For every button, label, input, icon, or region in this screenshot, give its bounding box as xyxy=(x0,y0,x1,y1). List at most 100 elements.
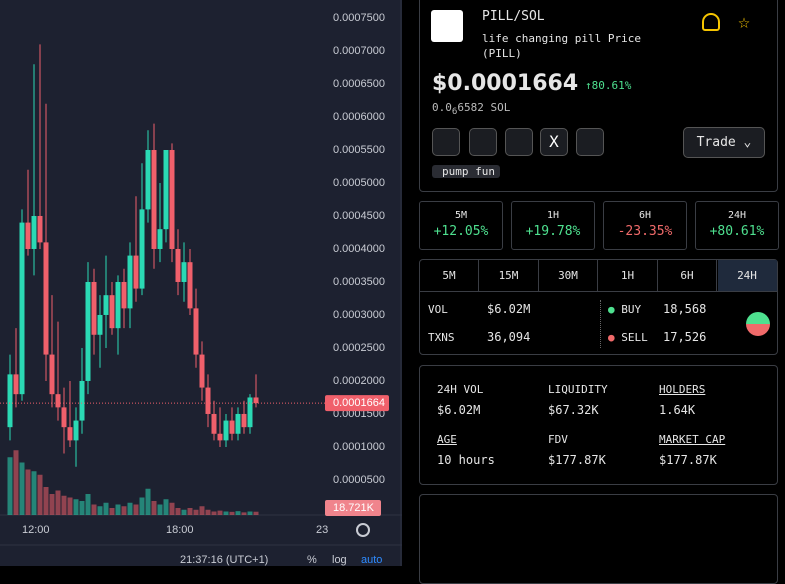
volume-label: 18.721K xyxy=(333,502,375,514)
alert-icon[interactable] xyxy=(702,13,720,31)
info-value: $177.87K xyxy=(659,453,717,467)
buy-sell-ratio xyxy=(746,312,770,336)
info-value: 10 hours xyxy=(437,453,495,467)
info-label: MARKET CAP xyxy=(659,433,726,446)
candle-body xyxy=(193,308,199,355)
txns-label: TXNS xyxy=(428,331,455,344)
volume-bar xyxy=(175,508,181,515)
tab[interactable]: 15M xyxy=(480,260,539,291)
chart: 21:37:16 (UTC+1) % log auto 0.0007500 0.0… xyxy=(0,0,402,566)
period-box[interactable]: 1H +19.78% xyxy=(511,201,595,250)
volume-bar xyxy=(109,508,115,515)
discord-button[interactable] xyxy=(469,128,497,156)
period-change: +80.61% xyxy=(709,224,765,239)
x-tick-label: 23 xyxy=(316,524,328,536)
tab[interactable]: 24H xyxy=(717,260,777,291)
volume-bar xyxy=(115,504,121,515)
volume-bar xyxy=(157,504,163,515)
volume-bar xyxy=(223,511,229,515)
volume-bar xyxy=(217,510,223,515)
info-value: $177.87K xyxy=(548,453,606,467)
candle-body xyxy=(49,354,55,395)
volume-bar xyxy=(13,450,19,515)
volume-bar xyxy=(235,511,241,515)
trade-label: Trade xyxy=(696,135,736,150)
settings-icon[interactable] xyxy=(356,523,370,537)
info-label: LIQUIDITY xyxy=(548,383,608,396)
period-label: 24H xyxy=(727,210,747,221)
buy-label: ● BUY xyxy=(608,303,642,316)
percent-toggle[interactable]: % xyxy=(307,554,317,566)
candle-body xyxy=(115,281,121,329)
candle-body xyxy=(229,420,235,434)
time-label: 21:37:16 (UTC+1) xyxy=(180,554,268,566)
tab[interactable]: 5M xyxy=(420,260,479,291)
y-tick-label: 0.0002000 xyxy=(333,375,385,387)
separator xyxy=(600,300,602,348)
tab[interactable]: 1H xyxy=(599,260,658,291)
sell: 17,526 xyxy=(663,330,707,344)
volume-bar xyxy=(85,494,91,515)
candle-body xyxy=(13,374,19,395)
candle-body xyxy=(217,433,223,441)
x-button[interactable]: X xyxy=(540,128,568,156)
txns-card: 5M 15M 30M 1H 6H 24H VOL $6.02M TXNS 36,094 ●… xyxy=(419,259,778,355)
y-tick-label: 0.0004500 xyxy=(333,210,385,222)
last-price-label: 0.0001664 xyxy=(333,397,385,409)
volume-bar xyxy=(97,506,103,515)
volume-bar xyxy=(145,488,151,515)
volume-bar xyxy=(181,509,187,515)
volume-bar xyxy=(133,504,139,515)
candle-body xyxy=(133,255,139,289)
volume-bar xyxy=(253,511,259,515)
candle-body xyxy=(187,262,193,309)
volume-bar xyxy=(163,499,169,515)
price: $0.0001664 xyxy=(432,71,579,96)
last-price-box xyxy=(325,395,389,412)
info-value: $6.02M xyxy=(437,403,481,417)
candle-body xyxy=(61,407,67,428)
candle-body xyxy=(127,255,133,309)
log-toggle[interactable]: log xyxy=(332,554,347,566)
volume-bar xyxy=(199,506,205,515)
pair: /SOL xyxy=(513,9,545,24)
info-value: 1.64K xyxy=(659,403,696,417)
y-tick-label: 0.0001000 xyxy=(333,441,385,453)
volume-bar xyxy=(25,469,31,515)
candle-body xyxy=(235,413,241,434)
candle-body xyxy=(121,281,127,309)
tab[interactable]: 6H xyxy=(658,260,717,291)
period-box[interactable]: 5M +12.05% xyxy=(419,201,503,250)
price-change: ↑80.61% xyxy=(585,79,632,92)
star-icon[interactable]: ☆ xyxy=(738,9,751,33)
buy: 18,568 xyxy=(663,302,707,316)
telegram-button[interactable] xyxy=(505,128,533,156)
token-symbol: PILL/SOL xyxy=(482,9,545,24)
candle-body xyxy=(85,281,91,381)
candle-body xyxy=(73,420,79,441)
y-tick-label: 0.0003000 xyxy=(333,309,385,321)
trade-button[interactable]: Trade ⌄ xyxy=(683,127,765,158)
info-label: 24H VOL xyxy=(437,383,484,396)
volume-bar xyxy=(103,502,109,515)
period-box[interactable]: 24H +80.61% xyxy=(695,201,779,250)
sell-label: ● SELL xyxy=(608,331,648,344)
candle-body xyxy=(241,413,247,428)
link-button[interactable] xyxy=(432,128,460,156)
candle-body xyxy=(163,149,169,230)
volume-bar xyxy=(43,487,49,515)
sol-price: 0.066582 SOL xyxy=(432,101,510,117)
volume-bar xyxy=(79,501,85,515)
candle-body xyxy=(55,394,61,408)
volume-bar xyxy=(37,474,43,515)
period-box[interactable]: 6H -23.35% xyxy=(603,201,687,250)
tab[interactable]: 30M xyxy=(539,260,598,291)
plot xyxy=(7,44,259,515)
pill-button[interactable] xyxy=(576,128,604,156)
volume-bar xyxy=(121,506,127,515)
auto-toggle[interactable]: auto xyxy=(361,554,382,566)
candle-body xyxy=(253,397,259,404)
y-tick-label: 0.0005500 xyxy=(333,144,385,156)
sol-a: 0.0 xyxy=(432,101,452,114)
chart-bg xyxy=(0,0,402,566)
